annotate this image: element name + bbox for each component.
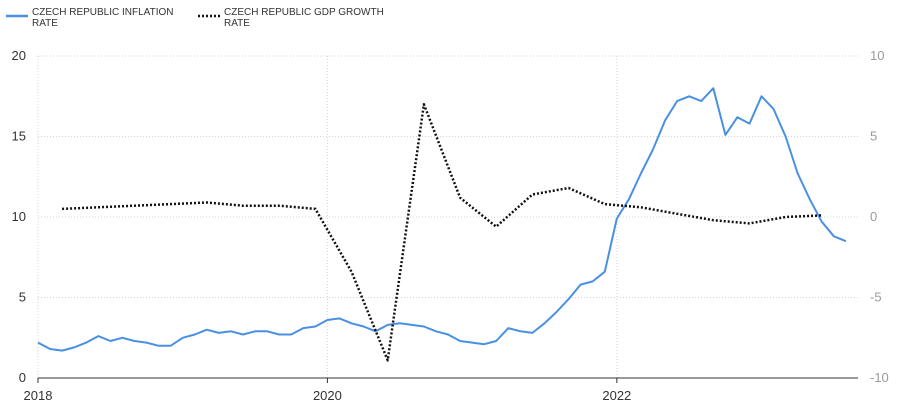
y-right-tick-label: 0 bbox=[870, 209, 877, 224]
y-left-tick-label: 10 bbox=[12, 209, 26, 224]
series-line-1 bbox=[37, 87, 847, 352]
y-left-tick-label: 15 bbox=[12, 129, 26, 144]
y-left-tick-label: 20 bbox=[12, 48, 26, 63]
y-right-tick-label: -5 bbox=[870, 290, 882, 305]
y-left-tick-label: 5 bbox=[19, 290, 26, 305]
grid bbox=[37, 55, 858, 379]
y-right-tick-label: 10 bbox=[870, 48, 884, 63]
y-right-tick-label: 5 bbox=[870, 129, 877, 144]
x-tick-label: 2020 bbox=[313, 388, 342, 403]
plot-area bbox=[37, 87, 847, 362]
legend-label-1: RATE bbox=[32, 18, 58, 29]
y-left-tick-label: 0 bbox=[19, 370, 26, 385]
x-tick-label: 2022 bbox=[602, 388, 631, 403]
axes: 0 5 10 15 20 -10 -5 0 5 10 2018 2020 2022 bbox=[12, 48, 889, 403]
y-right-tick-label: -10 bbox=[870, 370, 889, 385]
legend-label-2: CZECH REPUBLIC GDP GROWTH bbox=[224, 7, 384, 18]
x-tick-label: 2018 bbox=[24, 388, 53, 403]
legend-label-1: CZECH REPUBLIC INFLATION bbox=[32, 7, 174, 18]
legend-label-2: RATE bbox=[224, 18, 250, 29]
series-line-2 bbox=[62, 103, 822, 362]
